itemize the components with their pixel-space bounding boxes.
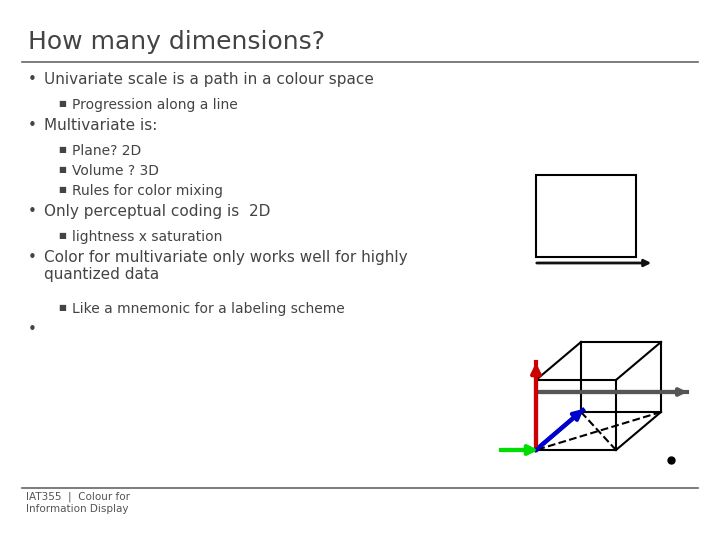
Text: ■: ■ <box>58 145 66 154</box>
Text: •: • <box>28 72 37 87</box>
Text: ■: ■ <box>58 303 66 312</box>
Text: Multivariate is:: Multivariate is: <box>44 118 158 133</box>
Text: Like a mnemonic for a labeling scheme: Like a mnemonic for a labeling scheme <box>72 302 345 316</box>
Text: Plane? 2D: Plane? 2D <box>72 144 141 158</box>
Text: •: • <box>28 250 37 265</box>
Text: •: • <box>28 322 37 337</box>
Text: •: • <box>28 204 37 219</box>
Text: Color for multivariate only works well for highly
quantized data: Color for multivariate only works well f… <box>44 250 408 282</box>
Text: ■: ■ <box>58 99 66 108</box>
Text: Only perceptual coding is  2D: Only perceptual coding is 2D <box>44 204 271 219</box>
Text: lightness x saturation: lightness x saturation <box>72 230 222 244</box>
Text: Univariate scale is a path in a colour space: Univariate scale is a path in a colour s… <box>44 72 374 87</box>
Text: ■: ■ <box>58 185 66 194</box>
Text: Rules for color mixing: Rules for color mixing <box>72 184 223 198</box>
Text: IAT355  |  Colour for
Information Display: IAT355 | Colour for Information Display <box>26 492 130 514</box>
Text: Progression along a line: Progression along a line <box>72 98 238 112</box>
Text: ■: ■ <box>58 231 66 240</box>
Bar <box>536 175 636 257</box>
Text: ■: ■ <box>58 165 66 174</box>
Text: How many dimensions?: How many dimensions? <box>28 30 325 54</box>
Text: •: • <box>28 118 37 133</box>
Text: Volume ? 3D: Volume ? 3D <box>72 164 159 178</box>
